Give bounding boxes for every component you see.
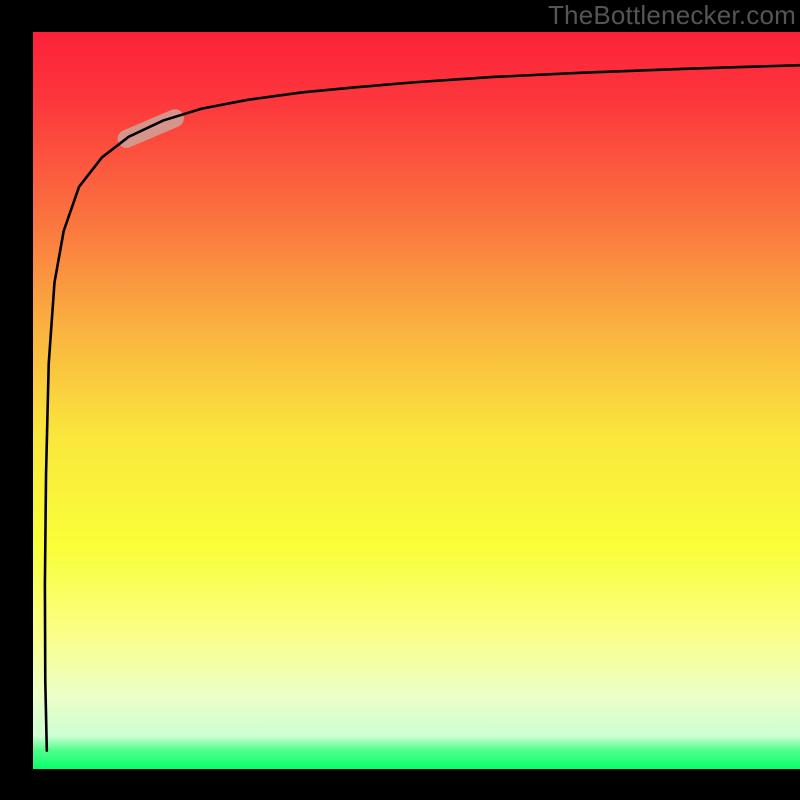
highlight-segment [127, 118, 175, 139]
bottleneck-curve [45, 65, 800, 750]
chart-canvas: TheBottlenecker.com [0, 0, 800, 800]
plot-overlay [33, 32, 800, 769]
watermark-text: TheBottlenecker.com [548, 0, 796, 31]
plot-area [33, 32, 800, 769]
